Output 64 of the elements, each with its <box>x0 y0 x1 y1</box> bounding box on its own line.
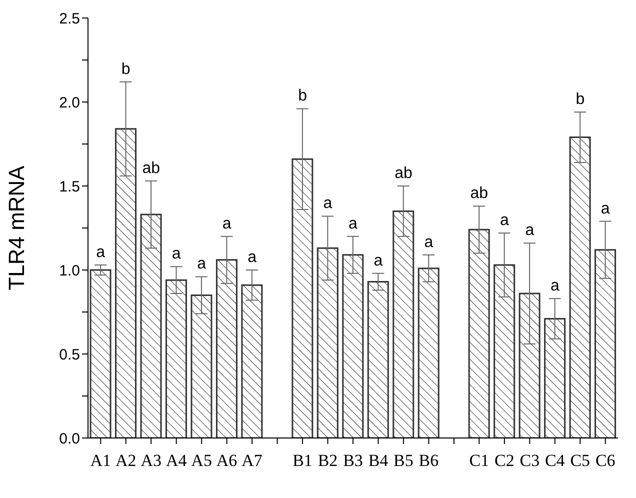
annotation: a <box>348 215 358 232</box>
annotation: a <box>172 246 181 263</box>
annotation: ab <box>394 165 412 182</box>
annotation: b <box>576 91 585 108</box>
bar <box>367 281 389 438</box>
bar <box>241 284 263 438</box>
bar <box>90 269 112 438</box>
annotation: a <box>600 200 610 218</box>
bar <box>342 254 364 438</box>
x-tick-label: B1 <box>292 451 312 470</box>
x-tick-label: C6 <box>595 451 616 470</box>
bar <box>165 279 187 438</box>
y-tick-label: 2.5 <box>59 10 80 28</box>
bar <box>594 249 616 438</box>
annotation: b <box>121 60 130 78</box>
x-tick-label: A3 <box>140 451 162 470</box>
x-tick-label: A6 <box>216 451 238 470</box>
bar <box>569 136 591 438</box>
bar <box>216 259 238 438</box>
x-tick-label: B4 <box>368 451 389 470</box>
annotation: a <box>424 234 434 251</box>
annotation: ab <box>142 160 160 177</box>
y-tick-label: 1.5 <box>59 178 80 196</box>
annotation: b <box>298 88 308 105</box>
bar <box>518 292 540 438</box>
x-tick-label: C2 <box>494 451 514 470</box>
x-tick-label: C4 <box>544 451 566 470</box>
bar <box>418 268 440 438</box>
bar <box>468 228 490 438</box>
x-tick-label: A1 <box>90 451 112 470</box>
x-tick-label: A4 <box>166 451 188 470</box>
x-tick-label: B6 <box>418 451 439 470</box>
x-tick-label: B2 <box>318 451 338 470</box>
x-tick-label: C1 <box>469 451 490 470</box>
annotation: a <box>197 256 206 273</box>
annotation: a <box>374 252 383 270</box>
y-tick-label: 2.0 <box>59 94 80 112</box>
bar <box>494 264 516 438</box>
annotation: a <box>96 244 106 261</box>
x-tick-label: C5 <box>570 451 590 470</box>
y-axis-title: TLR4 mRNA <box>4 165 29 290</box>
bar <box>544 318 566 438</box>
x-tick-label: B5 <box>394 451 414 470</box>
x-tick-label: A2 <box>115 451 136 470</box>
annotation: ab <box>470 185 488 202</box>
bar <box>190 294 212 438</box>
bar <box>292 158 314 438</box>
bar <box>115 128 137 438</box>
annotation: a <box>222 215 232 232</box>
bar <box>140 214 162 438</box>
bar <box>316 247 338 438</box>
x-tick-label: B3 <box>343 451 363 470</box>
y-tick-label: 0.0 <box>59 430 80 448</box>
bar <box>392 210 414 438</box>
annotation: a <box>500 212 509 230</box>
annotation: a <box>248 249 257 266</box>
annotation: a <box>550 278 560 295</box>
x-tick-label: A5 <box>191 451 212 470</box>
y-tick-label: 0.5 <box>59 346 80 364</box>
x-tick-label: C3 <box>520 451 540 470</box>
x-tick-label: A7 <box>242 451 263 470</box>
y-tick-label: 1.0 <box>59 262 80 280</box>
annotation: a <box>525 222 534 240</box>
annotation: a <box>323 195 332 212</box>
